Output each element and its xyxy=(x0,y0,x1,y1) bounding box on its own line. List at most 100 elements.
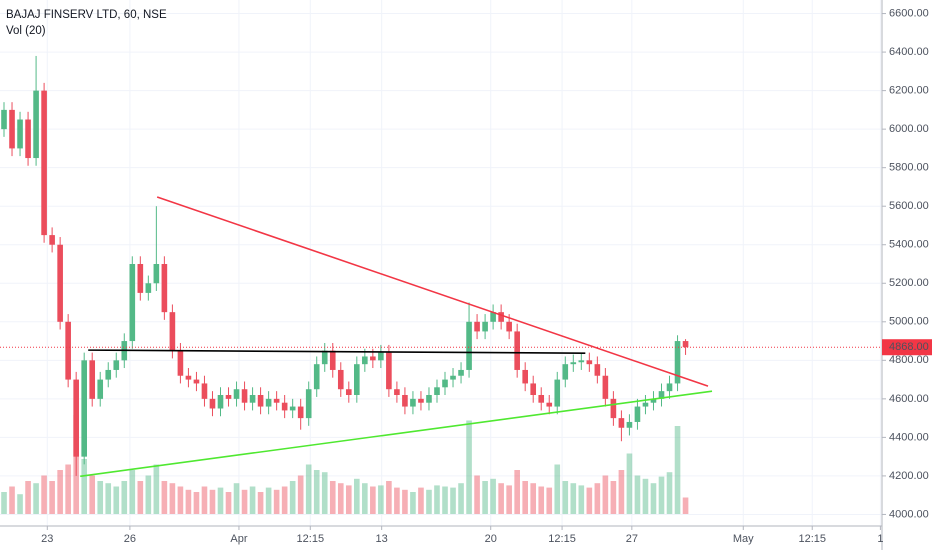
volume-bar xyxy=(305,464,312,514)
candle-body xyxy=(658,391,665,399)
volume-bar xyxy=(442,486,448,514)
volume-bar xyxy=(145,475,152,514)
candle-body xyxy=(450,375,456,380)
candle-body xyxy=(626,421,633,428)
x-tick-label: May xyxy=(733,533,754,545)
y-tick-label: 5200.00 xyxy=(889,277,929,289)
candle-body xyxy=(442,379,448,388)
x-tick-label: 12:15 xyxy=(798,533,826,545)
candle-body xyxy=(73,379,79,457)
volume-bar xyxy=(482,481,488,514)
volume-bar xyxy=(418,487,424,514)
y-tick-label: 4000.00 xyxy=(889,508,929,520)
candle-body xyxy=(530,383,537,395)
x-tick-label: 1 xyxy=(877,533,883,545)
candle-body xyxy=(410,398,416,407)
volume-bar xyxy=(289,481,296,514)
candle-body xyxy=(506,321,512,332)
last-price-box xyxy=(882,339,932,356)
volume-bar xyxy=(225,492,232,514)
candle-body xyxy=(650,398,657,403)
volume-bar xyxy=(674,426,681,514)
volume-bar xyxy=(578,485,585,514)
volume-bar xyxy=(394,487,400,514)
candle-body xyxy=(177,350,184,376)
candle-body xyxy=(514,331,520,370)
candle-body xyxy=(642,402,649,407)
candle-body xyxy=(594,364,601,376)
volume-bar xyxy=(201,486,208,514)
candle-body xyxy=(666,383,673,392)
volume-bar xyxy=(498,483,504,514)
volume-bar xyxy=(121,481,128,514)
volume-bar xyxy=(634,475,641,514)
candle-body xyxy=(362,356,368,365)
y-tick-label: 6200.00 xyxy=(889,85,929,97)
y-tick-label: 6600.00 xyxy=(889,7,929,19)
volume-bar xyxy=(354,478,360,514)
candle-body xyxy=(161,264,168,313)
candle-body xyxy=(33,90,39,159)
volume-bar xyxy=(297,475,304,514)
candle-body xyxy=(618,418,625,428)
candle-body xyxy=(370,356,376,361)
candle-body xyxy=(233,389,240,399)
volume-bar xyxy=(17,494,23,514)
volume-bar xyxy=(594,483,601,514)
y-tick-label: 5400.00 xyxy=(889,239,929,251)
candle-body xyxy=(674,341,681,384)
candle-body xyxy=(602,375,609,399)
volume-bar xyxy=(185,489,192,514)
axes: 4000.00 4200.00 4400.00 4600.00 4800.00 5000.… xyxy=(41,7,932,545)
candle-body xyxy=(498,312,504,322)
candle-body xyxy=(554,379,561,407)
volume-bar xyxy=(273,489,280,514)
volume-bar xyxy=(378,485,384,514)
grid xyxy=(0,0,882,526)
y-tick-label: 5600.00 xyxy=(889,200,929,212)
volume-bar xyxy=(313,470,320,514)
candle-body xyxy=(458,369,464,376)
candle-body xyxy=(41,90,47,236)
candle-body xyxy=(490,312,496,322)
volume-bar xyxy=(450,487,456,514)
volume-bar xyxy=(410,492,416,514)
y-tick-label: 4200.00 xyxy=(889,470,929,482)
x-tick-label: 26 xyxy=(124,533,136,545)
volume-bar xyxy=(49,481,55,514)
volume-bar xyxy=(458,483,464,514)
volume-bar xyxy=(209,489,216,514)
volume-bar xyxy=(370,486,376,514)
candle-body xyxy=(578,360,585,363)
candle-body xyxy=(562,364,569,380)
y-tick-label: 5000.00 xyxy=(889,316,929,328)
candle-body xyxy=(209,398,216,409)
last-price-label: 4868.00 xyxy=(889,341,929,353)
candle-body xyxy=(113,360,120,370)
volume-bar xyxy=(41,475,47,514)
trendline xyxy=(80,390,713,478)
candle-body xyxy=(345,389,352,395)
candle-body xyxy=(378,352,384,361)
volume-pane xyxy=(1,415,689,514)
volume-bar xyxy=(249,486,256,514)
volume-bar xyxy=(233,483,240,514)
candle-body xyxy=(265,398,272,407)
volume-bar xyxy=(113,486,120,514)
candle-body xyxy=(97,379,104,399)
candle-body xyxy=(217,395,224,409)
volume-bar xyxy=(434,485,440,514)
candle-body xyxy=(145,283,152,293)
candle-body xyxy=(169,312,176,351)
trendlines xyxy=(0,196,882,478)
volume-bar xyxy=(137,481,144,514)
volume-bar xyxy=(570,483,577,514)
candle-body xyxy=(153,264,160,284)
volume-bar xyxy=(626,453,633,514)
volume-bar xyxy=(546,487,553,514)
candle-body xyxy=(522,369,528,384)
volume-bar xyxy=(1,492,7,514)
volume-bar xyxy=(650,483,657,514)
volume-bar xyxy=(602,475,609,514)
candle-body xyxy=(426,395,432,403)
